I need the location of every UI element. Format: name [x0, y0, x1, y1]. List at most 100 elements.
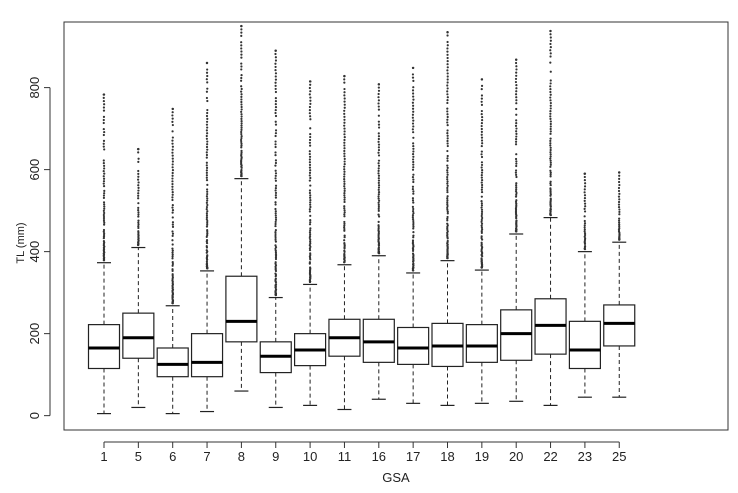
outlier-point: [412, 223, 415, 226]
outlier-point: [274, 201, 277, 204]
outlier-point: [481, 228, 484, 231]
outlier-point: [206, 108, 209, 112]
outlier-point: [343, 160, 346, 163]
outlier-point: [480, 133, 483, 136]
box: [465, 324, 498, 363]
y-axis-title: TL (mm): [15, 222, 27, 263]
outlier-point: [206, 234, 209, 237]
outlier-point: [171, 177, 174, 180]
outlier-point: [102, 139, 106, 142]
outlier-point: [274, 207, 277, 211]
outlier-point: [274, 252, 278, 256]
outlier-point: [446, 93, 449, 96]
outlier-point: [514, 157, 518, 161]
outlier-point: [377, 132, 380, 135]
outlier-point: [205, 238, 209, 242]
outlier-point: [480, 119, 484, 122]
outlier-point: [549, 99, 552, 102]
outlier-point: [377, 126, 381, 129]
outlier-point: [549, 148, 552, 152]
outlier-point: [274, 272, 277, 275]
outlier-point: [412, 192, 415, 195]
outlier-point: [446, 191, 449, 194]
outlier-point: [240, 140, 243, 144]
outlier-point: [617, 203, 621, 206]
outlier-point: [618, 223, 621, 226]
outlier-point: [102, 235, 106, 238]
outlier-point: [377, 186, 381, 189]
outlier-point: [240, 53, 243, 56]
outlier-point: [617, 228, 621, 231]
outlier-point: [480, 208, 484, 211]
outlier-point: [377, 135, 381, 138]
outlier-point: [343, 100, 346, 103]
outlier-point: [446, 118, 449, 121]
outlier-point: [171, 255, 174, 258]
outlier-point: [617, 206, 621, 209]
outlier-point: [206, 190, 209, 193]
outlier-point: [549, 39, 552, 42]
outlier-point: [583, 191, 586, 194]
outlier-point: [308, 174, 311, 177]
outlier-point: [309, 205, 312, 209]
outlier-point: [205, 153, 209, 157]
box-group-5: [122, 147, 155, 409]
outlier-point: [103, 221, 106, 224]
outlier-point: [309, 83, 312, 86]
outlier-point: [205, 205, 209, 209]
outlier-point: [171, 253, 174, 256]
outlier-point: [205, 137, 208, 140]
outlier-point: [308, 112, 311, 115]
outlier-point: [343, 87, 346, 91]
box-group-16: [362, 83, 395, 400]
outlier-point: [137, 221, 140, 224]
outlier-point: [274, 169, 277, 172]
outlier-point: [480, 181, 483, 184]
outlier-point: [274, 151, 277, 154]
outlier-point: [377, 96, 380, 99]
outlier-point: [549, 173, 552, 176]
outlier-point: [137, 225, 140, 228]
outlier-point: [308, 105, 312, 109]
outlier-point: [377, 140, 380, 143]
outlier-point: [549, 155, 552, 158]
outlier-point: [583, 226, 586, 229]
outlier-point: [274, 78, 278, 81]
outlier-point: [205, 225, 209, 228]
outlier-point: [240, 44, 243, 47]
outlier-point: [171, 204, 174, 207]
outlier-point: [480, 206, 483, 209]
outlier-point: [446, 137, 449, 140]
outlier-point: [549, 117, 552, 120]
outlier-point: [412, 147, 415, 150]
outlier-point: [377, 169, 380, 172]
outlier-point: [102, 182, 105, 185]
outlier-point: [343, 205, 346, 208]
outlier-point: [515, 191, 518, 195]
outlier-point: [549, 70, 552, 73]
outlier-point: [446, 142, 449, 145]
box-group-17: [397, 66, 430, 404]
outlier-point: [515, 160, 518, 163]
outlier-point: [446, 53, 449, 56]
outlier-point: [377, 201, 380, 204]
outlier-point: [274, 238, 277, 241]
outlier-point: [309, 203, 312, 206]
outlier-point: [411, 73, 415, 76]
outlier-point: [171, 180, 174, 183]
outlier-point: [206, 132, 209, 135]
outlier-point: [240, 154, 243, 157]
outlier-point: [549, 157, 552, 160]
outlier-point: [377, 177, 380, 180]
outlier-point: [446, 107, 449, 110]
outlier-point: [309, 253, 312, 257]
outlier-point: [412, 212, 415, 215]
outlier-point: [446, 44, 449, 47]
outlier-point: [480, 236, 483, 240]
outlier-point: [480, 195, 483, 198]
outlier-point: [308, 138, 312, 142]
outlier-point: [171, 166, 174, 169]
outlier-point: [205, 90, 209, 93]
outlier-point: [515, 162, 518, 165]
